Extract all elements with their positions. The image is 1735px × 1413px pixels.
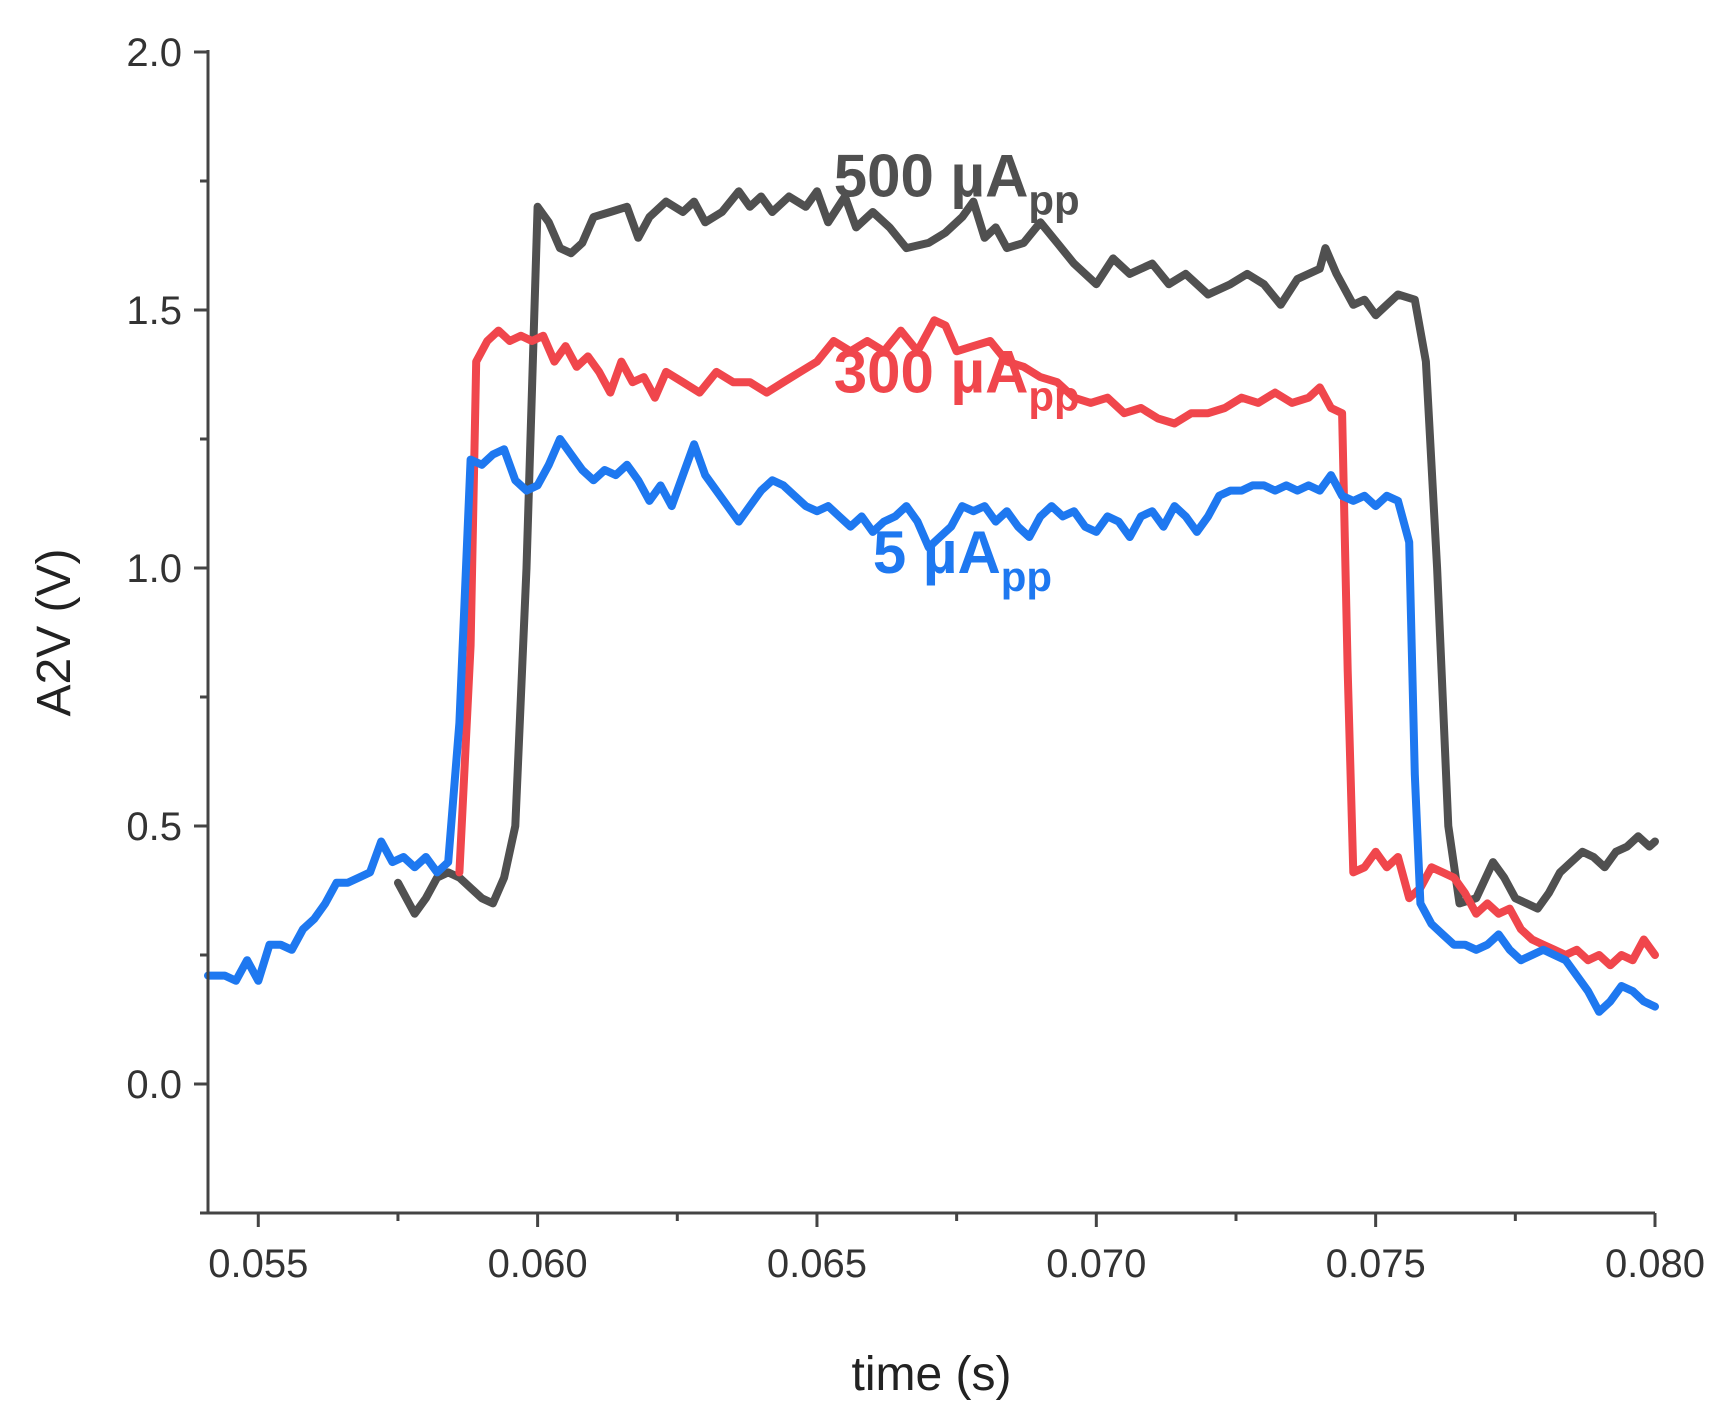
y-tick-label: 2.0: [126, 31, 182, 75]
series-label-1: 300 µApp: [834, 339, 1080, 420]
x-tick-label: 0.055: [208, 1242, 308, 1286]
ticks-layer: 0.0 0.5 1.0 1.5 2.0 0.055 0.060 0.065 0.070 0.075…: [126, 31, 1705, 1286]
series-label-subscript: pp: [1001, 553, 1052, 600]
series-label-main: 300 µA: [834, 339, 1029, 406]
x-tick-label: 0.075: [1326, 1242, 1426, 1286]
x-tick-label: 0.065: [767, 1242, 867, 1286]
x-tick-label: 0.080: [1605, 1242, 1705, 1286]
x-axis-title: time (s): [852, 1348, 1012, 1401]
series-label-subscript: pp: [1028, 176, 1079, 223]
x-tick-label: 0.060: [488, 1242, 588, 1286]
series-line-0: [394, 187, 1659, 918]
y-tick-label: 1.5: [126, 289, 182, 333]
series-line-1: [455, 316, 1659, 970]
series-layer: [204, 187, 1659, 1016]
series-label-main: 500 µA: [834, 142, 1029, 209]
y-tick-label: 0.5: [126, 805, 182, 849]
series-label-0: 500 µApp: [834, 142, 1080, 223]
x-tick-label: 0.070: [1046, 1242, 1146, 1286]
y-tick-label: 0.0: [126, 1063, 182, 1107]
series-label-subscript: pp: [1028, 373, 1079, 420]
series-label-2: 5 µApp: [873, 519, 1052, 600]
axes-layer: [206, 50, 1655, 1215]
series-line-2: [204, 435, 1659, 1016]
series-label-main: 5 µA: [873, 519, 1001, 586]
y-tick-label: 1.0: [126, 547, 182, 591]
y-axis-title: A2V (V): [28, 548, 81, 716]
